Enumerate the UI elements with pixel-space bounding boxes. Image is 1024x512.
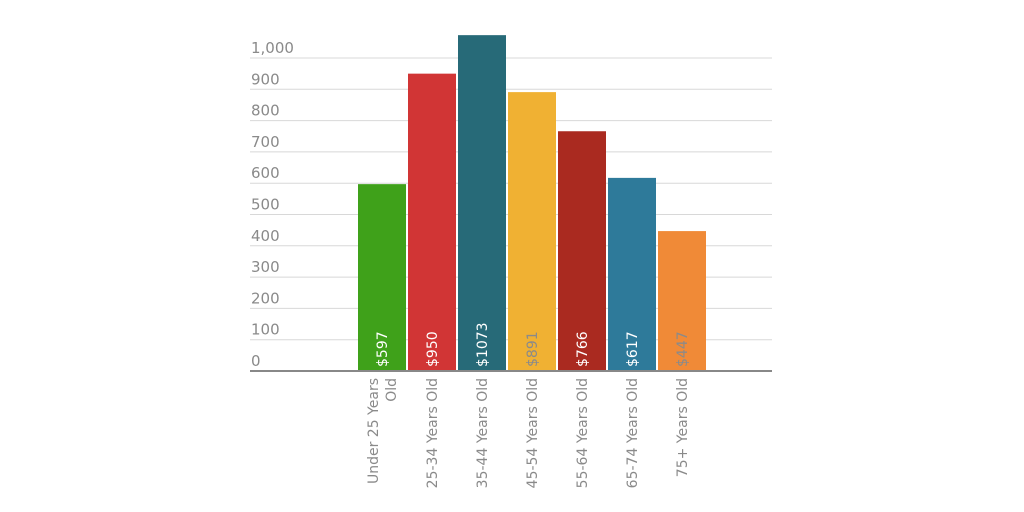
bar	[558, 131, 606, 371]
category-labels: Under 25 Years Old 25-34 Years Old 35-44 Ye…	[366, 378, 691, 488]
bars	[358, 35, 706, 372]
y-tick-label: 100	[251, 321, 280, 339]
category-label-line: Old	[384, 378, 400, 402]
category-label: Under 25 Years Old	[366, 378, 400, 484]
y-tick-label: 1,000	[251, 39, 294, 57]
data-label: $447	[675, 331, 691, 367]
y-tick-label: 800	[251, 102, 280, 120]
bar	[408, 73, 456, 372]
category-label: 75+ Years Old	[675, 378, 691, 477]
data-label: $766	[575, 331, 591, 367]
y-axis-ticks: 0 100 200 300 400 500 600 700 800 900 1,000	[251, 39, 294, 370]
y-tick-label: 500	[251, 196, 280, 214]
category-label: 55-64 Years Old	[575, 378, 591, 488]
y-tick-label: 700	[251, 133, 280, 151]
data-labels: $597 $950 $1073 $891 $766 $617 $447	[375, 322, 691, 367]
bar	[658, 231, 706, 371]
y-tick-label: 300	[251, 258, 280, 276]
category-label: 65-74 Years Old	[625, 378, 641, 488]
bar	[608, 177, 656, 371]
data-label: $891	[525, 331, 541, 367]
data-label: $1073	[475, 322, 491, 367]
bar	[458, 35, 506, 371]
y-tick-label: 0	[251, 352, 261, 370]
data-label: $597	[375, 331, 391, 367]
y-tick-label: 200	[251, 289, 280, 307]
category-label: 45-54 Years Old	[525, 378, 541, 488]
y-tick-label: 900	[251, 70, 280, 88]
bar	[358, 184, 406, 371]
y-tick-label: 400	[251, 227, 280, 245]
data-label: $950	[425, 331, 441, 367]
bar	[508, 92, 556, 371]
data-label: $617	[625, 331, 641, 367]
category-label-line: Under 25 Years	[366, 378, 382, 484]
category-label: 25-34 Years Old	[425, 378, 441, 488]
y-tick-label: 600	[251, 164, 280, 182]
category-label: 35-44 Years Old	[475, 378, 491, 488]
